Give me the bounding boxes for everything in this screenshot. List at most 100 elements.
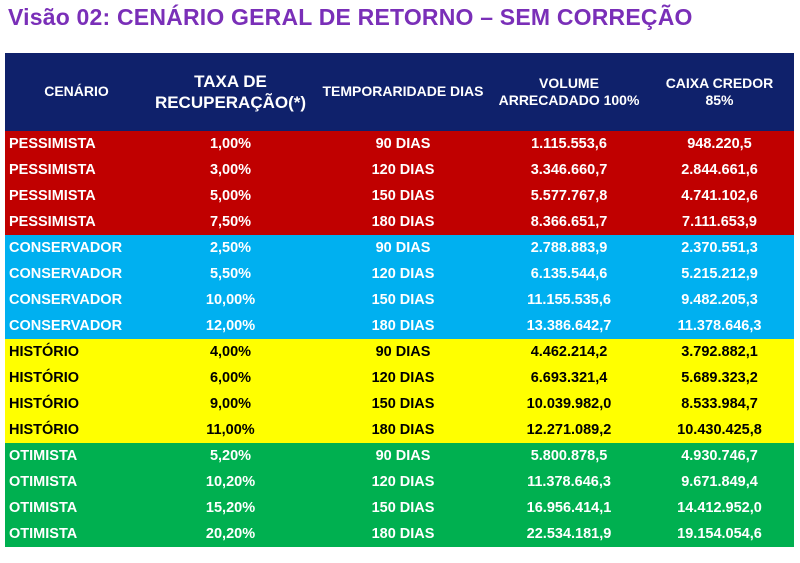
cell-cenario: HISTÓRIO — [5, 417, 148, 443]
header-taxa-line2: RECUPERAÇÃO(*) — [154, 93, 307, 112]
cell-caixa: 5.689.323,2 — [645, 365, 794, 391]
table-row: PESSIMISTA 3,00% 120 DIAS 3.346.660,7 2.844.… — [5, 157, 794, 183]
cell-caixa: 8.533.984,7 — [645, 391, 794, 417]
cell-volume: 13.386.642,7 — [493, 313, 645, 339]
page-title: Visão 02: CENÁRIO GERAL DE RETORNO – SEM… — [8, 4, 693, 30]
header-cenario-label: CENÁRIO — [44, 83, 109, 100]
cell-caixa: 7.111.653,9 — [645, 209, 794, 235]
table-row: PESSIMISTA 1,00% 90 DIAS 1.115.553,6 948.220… — [5, 131, 794, 157]
cell-caixa: 9.671.849,4 — [645, 469, 794, 495]
cell-taxa: 5,00% — [148, 183, 313, 209]
table-row: CONSERVADOR 10,00% 150 DIAS 11.155.535,6 9.4… — [5, 287, 794, 313]
cell-volume: 10.039.982,0 — [493, 391, 645, 417]
cell-cenario: PESSIMISTA — [5, 131, 148, 157]
cell-cenario: HISTÓRIO — [5, 365, 148, 391]
cell-caixa: 14.412.952,0 — [645, 495, 794, 521]
table-row: CONSERVADOR 12,00% 180 DIAS 13.386.642,7 11.… — [5, 313, 794, 339]
header-volume-line1: VOLUME — [539, 74, 599, 91]
cell-taxa: 5,50% — [148, 261, 313, 287]
cell-dias: 120 DIAS — [313, 261, 493, 287]
cell-cenario: HISTÓRIO — [5, 391, 148, 417]
cell-taxa: 7,50% — [148, 209, 313, 235]
cell-dias: 180 DIAS — [313, 417, 493, 443]
table-header: CENÁRIO TAXA DE RECUPERAÇÃO(*) TEMPORARI… — [5, 53, 794, 131]
cell-dias: 90 DIAS — [313, 443, 493, 469]
cell-caixa: 948.220,5 — [645, 131, 794, 157]
cell-volume: 16.956.414,1 — [493, 495, 645, 521]
cell-dias: 150 DIAS — [313, 495, 493, 521]
header-volume: VOLUME ARRECADADO 100% — [493, 53, 645, 131]
cell-cenario: HISTÓRIO — [5, 339, 148, 365]
cell-caixa: 3.792.882,1 — [645, 339, 794, 365]
cell-volume: 12.271.089,2 — [493, 417, 645, 443]
cell-dias: 90 DIAS — [313, 131, 493, 157]
cell-volume: 3.346.660,7 — [493, 157, 645, 183]
cell-volume: 5.800.878,5 — [493, 443, 645, 469]
cell-caixa: 4.930.746,7 — [645, 443, 794, 469]
cell-volume: 2.788.883,9 — [493, 235, 645, 261]
cell-cenario: CONSERVADOR — [5, 287, 148, 313]
header-taxa-line1: TAXA DE — [194, 71, 267, 91]
table-row: HISTÓRIO 9,00% 150 DIAS 10.039.982,0 8.533.9… — [5, 391, 794, 417]
cell-dias: 90 DIAS — [313, 235, 493, 261]
scenario-table: CENÁRIO TAXA DE RECUPERAÇÃO(*) TEMPORARI… — [5, 53, 794, 547]
cell-taxa: 20,20% — [148, 521, 313, 547]
cell-dias: 120 DIAS — [313, 365, 493, 391]
cell-cenario: OTIMISTA — [5, 469, 148, 495]
header-temporaridade: TEMPORARIDADE DIAS — [313, 53, 493, 131]
cell-taxa: 1,00% — [148, 131, 313, 157]
cell-cenario: PESSIMISTA — [5, 157, 148, 183]
cell-caixa: 9.482.205,3 — [645, 287, 794, 313]
header-caixa-line2: 85% — [705, 92, 734, 108]
table-row: OTIMISTA 5,20% 90 DIAS 5.800.878,5 4.930.746… — [5, 443, 794, 469]
cell-volume: 11.155.535,6 — [493, 287, 645, 313]
cell-dias: 120 DIAS — [313, 157, 493, 183]
cell-taxa: 12,00% — [148, 313, 313, 339]
cell-cenario: PESSIMISTA — [5, 209, 148, 235]
table-row: PESSIMISTA 5,00% 150 DIAS 5.577.767,8 4.741.… — [5, 183, 794, 209]
cell-caixa: 2.844.661,6 — [645, 157, 794, 183]
table-row: OTIMISTA 10,20% 120 DIAS 11.378.646,3 9.671.… — [5, 469, 794, 495]
header-cenario: CENÁRIO — [5, 53, 148, 131]
scenario-table-container: CENÁRIO TAXA DE RECUPERAÇÃO(*) TEMPORARI… — [5, 53, 794, 547]
cell-caixa: 2.370.551,3 — [645, 235, 794, 261]
table-body: PESSIMISTA 1,00% 90 DIAS 1.115.553,6 948.220… — [5, 131, 794, 547]
cell-volume: 1.115.553,6 — [493, 131, 645, 157]
header-temporaridade-label: TEMPORARIDADE DIAS — [322, 83, 484, 100]
cell-cenario: OTIMISTA — [5, 521, 148, 547]
cell-caixa: 11.378.646,3 — [645, 313, 794, 339]
cell-volume: 11.378.646,3 — [493, 469, 645, 495]
cell-dias: 150 DIAS — [313, 391, 493, 417]
cell-volume: 6.693.321,4 — [493, 365, 645, 391]
cell-volume: 4.462.214,2 — [493, 339, 645, 365]
cell-dias: 180 DIAS — [313, 209, 493, 235]
table-row: PESSIMISTA 7,50% 180 DIAS 8.366.651,7 7.111.… — [5, 209, 794, 235]
cell-taxa: 10,00% — [148, 287, 313, 313]
header-caixa-credor: CAIXA CREDOR 85% — [645, 53, 794, 131]
table-row: OTIMISTA 15,20% 150 DIAS 16.956.414,1 14.412… — [5, 495, 794, 521]
cell-taxa: 6,00% — [148, 365, 313, 391]
cell-taxa: 9,00% — [148, 391, 313, 417]
cell-taxa: 11,00% — [148, 417, 313, 443]
cell-volume: 5.577.767,8 — [493, 183, 645, 209]
header-taxa-recuperacao: TAXA DE RECUPERAÇÃO(*) — [148, 53, 313, 131]
cell-volume: 6.135.544,6 — [493, 261, 645, 287]
table-row: CONSERVADOR 2,50% 90 DIAS 2.788.883,9 2.370.… — [5, 235, 794, 261]
cell-dias: 180 DIAS — [313, 521, 493, 547]
cell-dias: 150 DIAS — [313, 183, 493, 209]
cell-caixa: 5.215.212,9 — [645, 261, 794, 287]
table-row: OTIMISTA 20,20% 180 DIAS 22.534.181,9 19.154… — [5, 521, 794, 547]
header-volume-line2: ARRECADADO 100% — [498, 92, 640, 108]
cell-caixa: 10.430.425,8 — [645, 417, 794, 443]
table-row: HISTÓRIO 11,00% 180 DIAS 12.271.089,2 10.430… — [5, 417, 794, 443]
cell-taxa: 4,00% — [148, 339, 313, 365]
cell-taxa: 10,20% — [148, 469, 313, 495]
cell-dias: 90 DIAS — [313, 339, 493, 365]
cell-cenario: OTIMISTA — [5, 495, 148, 521]
cell-volume: 8.366.651,7 — [493, 209, 645, 235]
header-caixa-line1: CAIXA CREDOR — [665, 74, 774, 91]
cell-caixa: 4.741.102,6 — [645, 183, 794, 209]
table-row: HISTÓRIO 4,00% 90 DIAS 4.462.214,2 3.792.882… — [5, 339, 794, 365]
cell-taxa: 3,00% — [148, 157, 313, 183]
cell-cenario: CONSERVADOR — [5, 261, 148, 287]
